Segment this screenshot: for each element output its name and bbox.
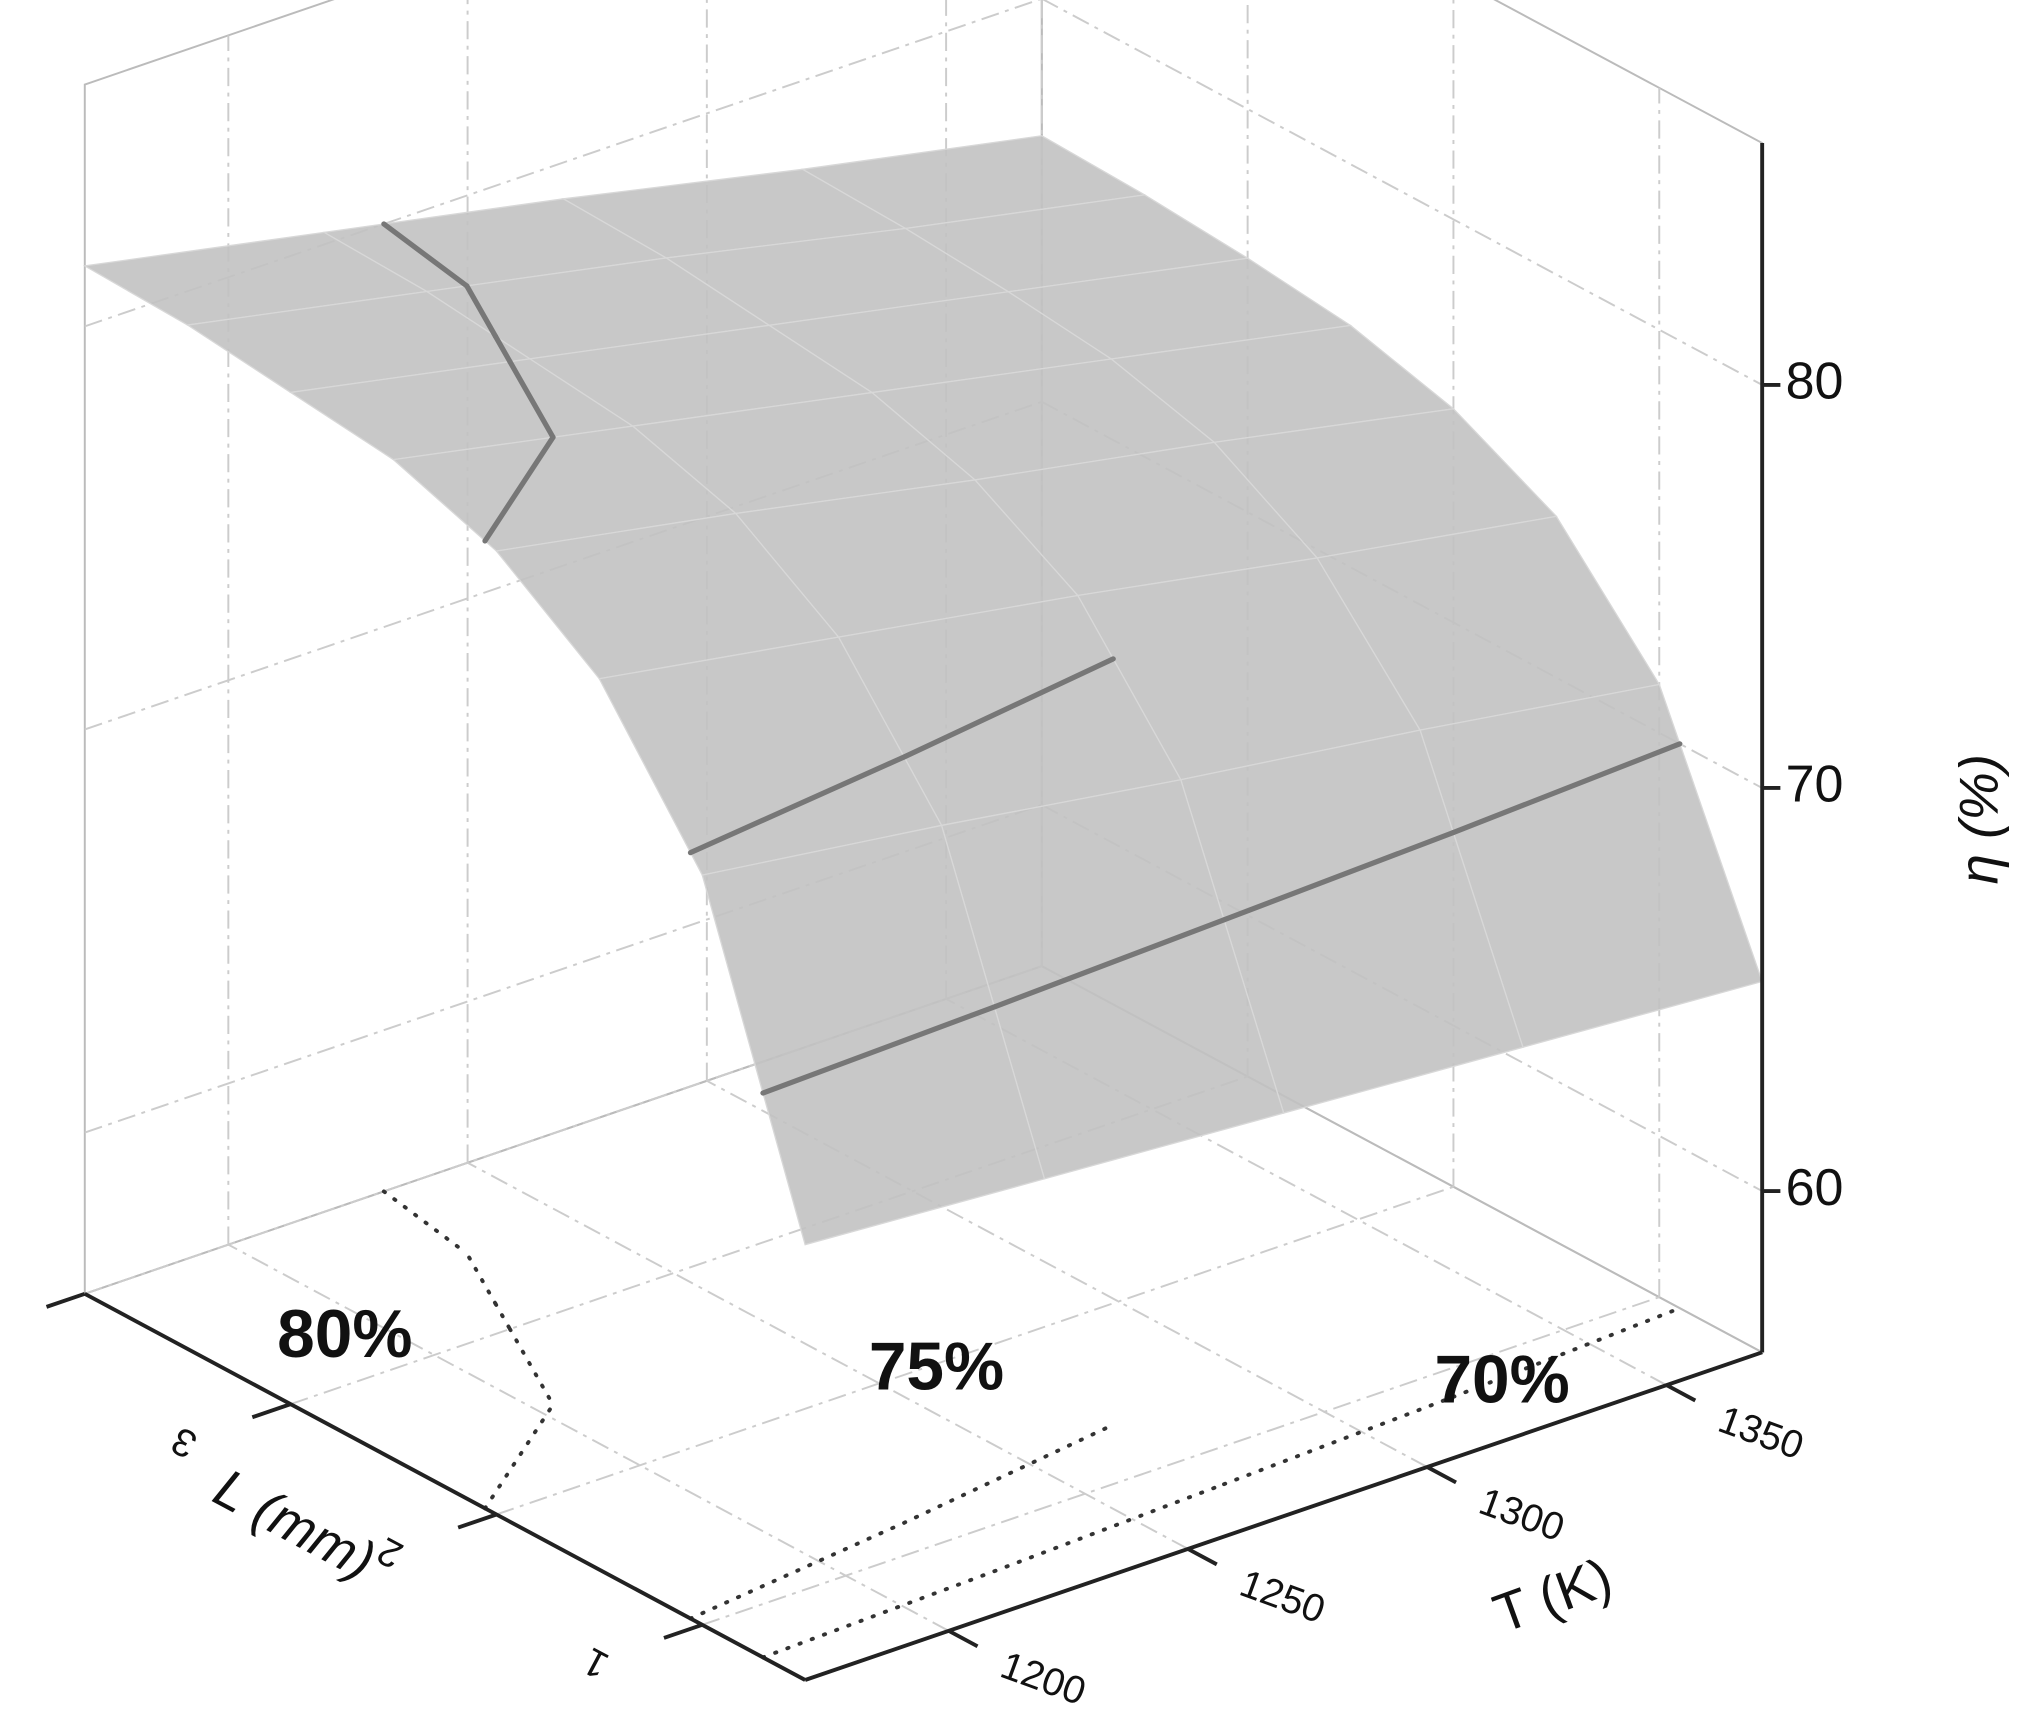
floor-contour [1451, 1306, 1682, 1399]
y-tick-label: 1250 [1234, 1562, 1330, 1632]
surface-contour [687, 754, 907, 856]
floor-contour [464, 1251, 498, 1306]
x-tick [251, 1402, 292, 1420]
z-axis-title: η (%) [1949, 754, 2010, 884]
y-tick-label: 1300 [1473, 1480, 1569, 1550]
surface-contour [507, 359, 556, 440]
y-axis-line [804, 1350, 1763, 1682]
z-tick-label: 60 [1786, 1159, 1844, 1217]
surface-contour [492, 333, 513, 365]
floor-contour [760, 1569, 997, 1660]
x-tick [457, 1512, 498, 1530]
contour-label: 70% [1434, 1343, 1569, 1418]
z-tick-label: 70 [1786, 756, 1844, 814]
floor-contour [507, 1327, 555, 1407]
floor-contour [381, 1189, 469, 1256]
y-tick-label: 1200 [995, 1644, 1091, 1714]
surf [82, 135, 1764, 1246]
floor-contour [992, 1482, 1226, 1574]
floor-contour [493, 1301, 512, 1331]
surface-contour [1221, 829, 1456, 923]
floor-contour [1222, 1394, 1456, 1487]
y-tick [1187, 1547, 1218, 1567]
contour-label: 80% [277, 1297, 412, 1372]
y-tick [1426, 1465, 1457, 1485]
x-axis-line [83, 1292, 807, 1682]
x-axis-title: L (mm) [205, 1457, 385, 1592]
axes [45, 143, 1781, 1682]
x-tick [45, 1291, 86, 1309]
z-tick-label: 80 [1786, 353, 1844, 411]
contour-label: 75% [869, 1330, 1004, 1405]
floor-contour [902, 1422, 1116, 1525]
surface-contour [760, 1004, 997, 1096]
surface-contour [1450, 741, 1683, 836]
floorc [381, 1189, 1682, 1660]
y-tick [947, 1629, 979, 1649]
y-tick [1665, 1383, 1697, 1403]
grid-line [227, 1243, 950, 1632]
y-tick-label: 1350 [1713, 1398, 1809, 1468]
grid-line [467, 1161, 1189, 1550]
surface-cell [701, 824, 1046, 1246]
floor-contour [688, 1520, 907, 1621]
surface-contour [381, 221, 470, 289]
surface-contour [991, 917, 1227, 1010]
grid-line [1041, 804, 1763, 1192]
grid-line [496, 1185, 1454, 1516]
surface-contour [464, 283, 499, 340]
surface-contour [482, 434, 556, 544]
grid-line [1042, 0, 1763, 386]
x-tick-label: 3 [165, 1418, 204, 1466]
grid-line [701, 1296, 1660, 1626]
x-tick [663, 1622, 703, 1640]
y-axis-title: T (K) [1486, 1546, 1620, 1644]
x-tick-label: 1 [576, 1639, 615, 1687]
surface-contour [901, 656, 1116, 760]
floor-contour [483, 1402, 555, 1511]
